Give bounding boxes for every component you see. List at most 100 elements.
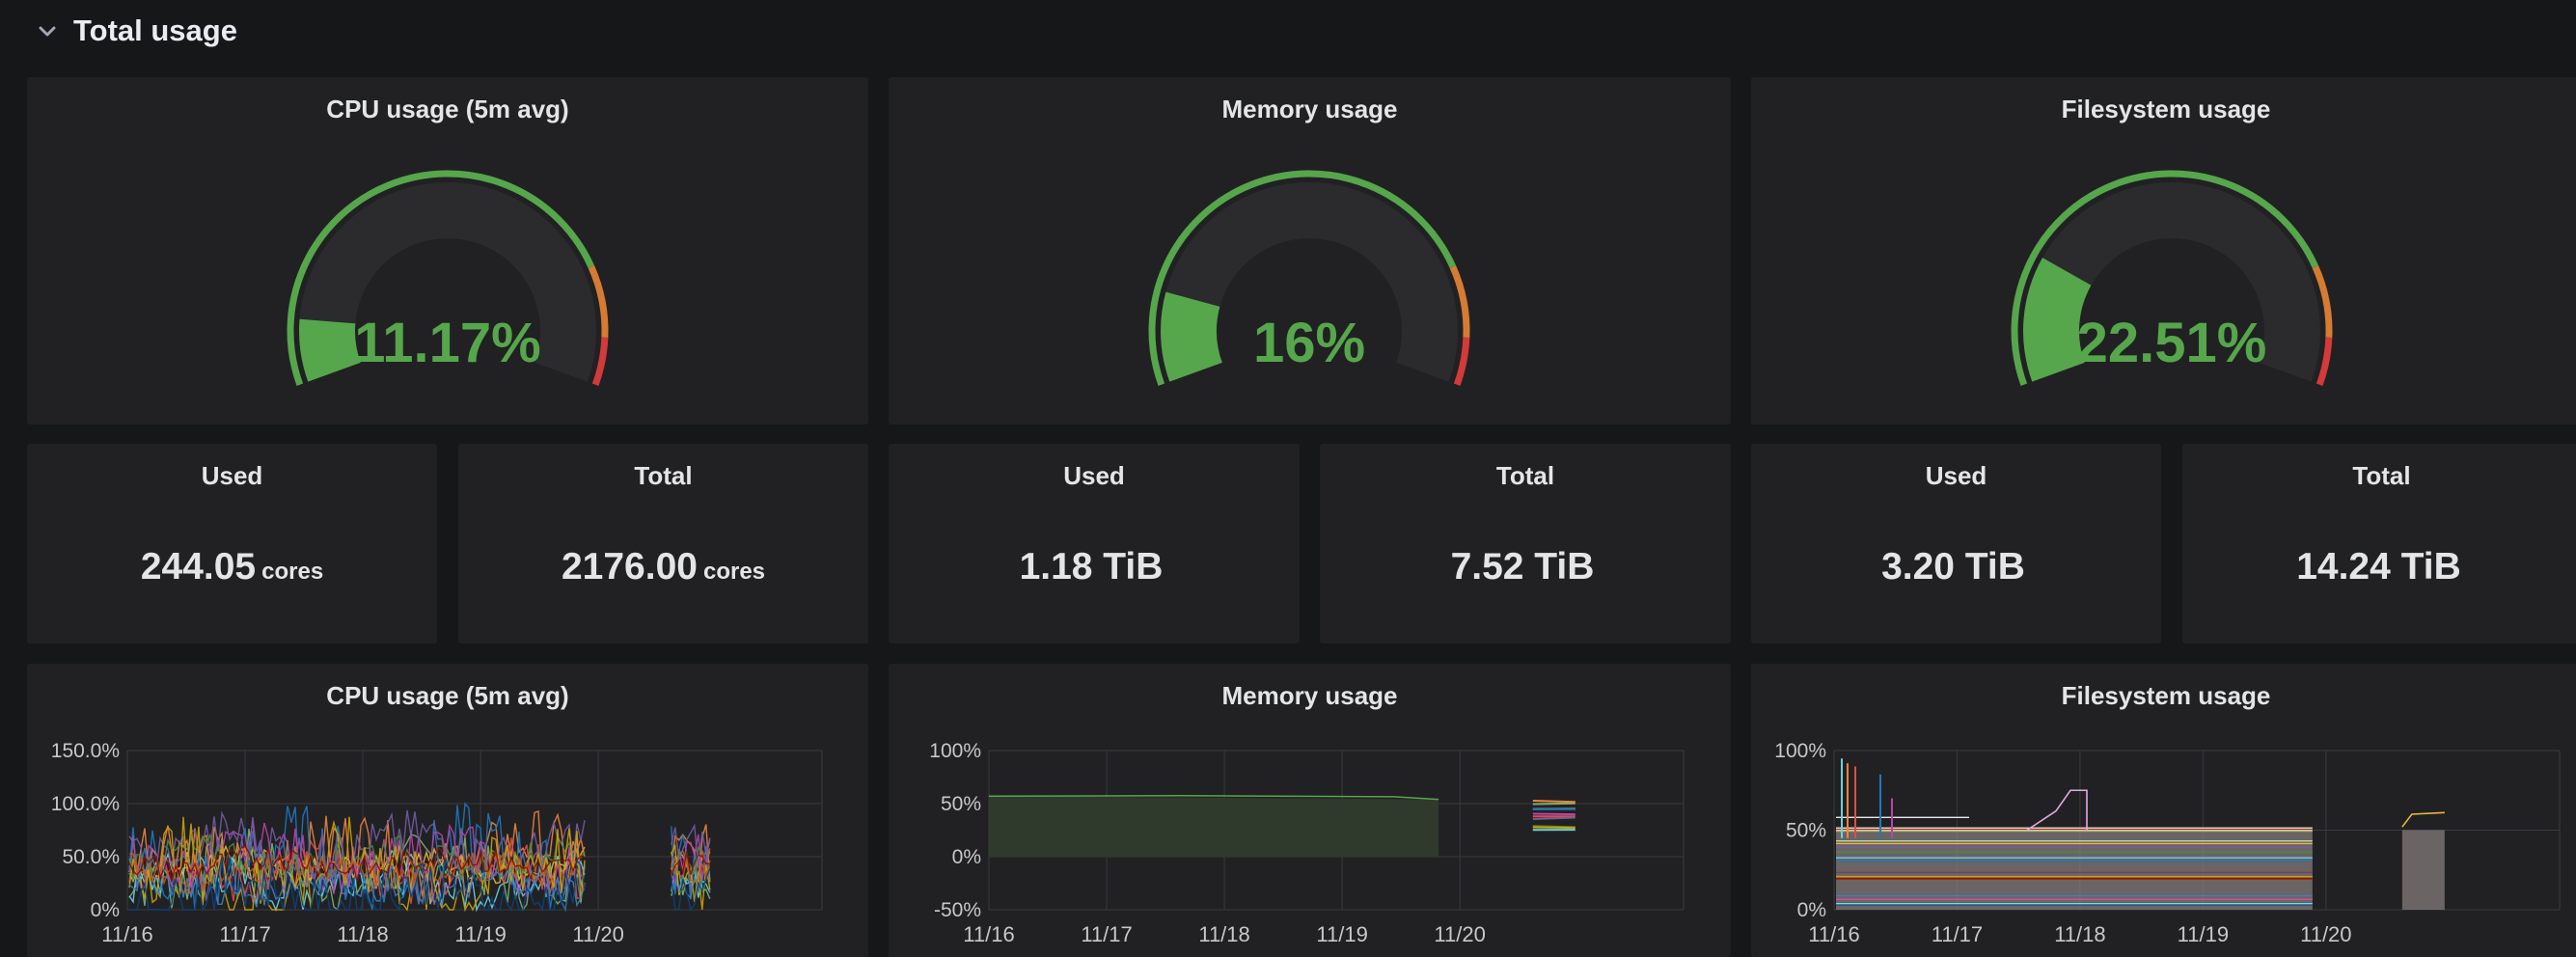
threshold-red-arc — [2316, 337, 2333, 386]
graph-cpu: 150.0% 100.0% 50.0% 0%11/16 11/17 11/18 11/19 1… — [51, 740, 823, 946]
stat-number: 2176.00 — [561, 546, 698, 588]
gauge-track — [2023, 181, 2320, 382]
threshold-red-arc — [1453, 337, 1470, 386]
stat-value: 3.20 TiB — [1751, 546, 2161, 588]
stat-value: 244.05 cores — [27, 546, 437, 588]
panel-title: Used — [1925, 461, 1987, 490]
graph-panel-cpu[interactable]: CPU usage (5m avg) 150.0% 100.0% 50.0% 0% 11… — [27, 664, 868, 957]
series-line — [129, 857, 586, 913]
gauge-panel-filesystem[interactable]: Filesystem usage 22.51% — [1751, 77, 2576, 424]
stat-unit: cores — [261, 559, 324, 585]
gauge-cpu: 11.17% — [287, 170, 609, 386]
y-tick-label: 50% — [941, 793, 981, 815]
x-tick-label: 11/18 — [2054, 922, 2105, 946]
x-tick-label: 11/16 — [101, 922, 152, 946]
stat-panel-memory-total[interactable]: Total 7.52 TiB — [1320, 444, 1731, 643]
x-tick-label: 11/17 — [1932, 922, 1983, 946]
stat-number: 14.24 TiB — [2296, 546, 2461, 588]
series-area — [1836, 827, 2313, 910]
stat-panel-filesystem-used[interactable]: Used 3.20 TiB — [1751, 444, 2161, 643]
y-tick-label: 0% — [1797, 899, 1826, 921]
series-line — [128, 861, 586, 908]
gauge-value-text: 22.51% — [2077, 312, 2267, 374]
x-tick-label: 11/18 — [337, 922, 388, 946]
threshold-orange-arc — [2312, 265, 2333, 338]
series-line — [671, 867, 711, 912]
y-tick-label: -50% — [934, 899, 981, 921]
y-tick-label: 0% — [91, 899, 120, 921]
stat-panel-memory-used[interactable]: Used 1.18 TiB — [889, 444, 1300, 643]
gauge-value-text: 16% — [1253, 312, 1365, 374]
panel-title: Memory usage — [1221, 95, 1398, 123]
stat-panel-cpu-total[interactable]: Total 2176.00 cores — [458, 444, 868, 643]
x-tick-label: 11/17 — [219, 922, 270, 946]
threshold-green-arc — [287, 170, 595, 386]
gauge-panel-memory[interactable]: Memory usage 16% — [889, 77, 1731, 424]
panel-title: CPU usage (5m avg) — [326, 681, 569, 710]
gauge-value-arc — [1161, 291, 1222, 382]
chevron-down-icon[interactable] — [37, 20, 58, 41]
x-tick-label: 11/19 — [454, 922, 506, 946]
panel-title: Total — [634, 461, 693, 490]
stat-panel-cpu-used[interactable]: Used 244.05 cores — [27, 444, 437, 643]
series-line — [671, 845, 711, 877]
series-area — [989, 796, 1439, 857]
row-header[interactable]: Total usage — [37, 8, 237, 54]
gauge-track — [298, 181, 596, 382]
y-tick-label: 150.0% — [51, 740, 120, 762]
gauge-panel-cpu[interactable]: CPU usage (5m avg) 11.17% — [27, 77, 868, 424]
panel-title: CPU usage (5m avg) — [326, 95, 569, 123]
panel-title: Memory usage — [1221, 681, 1398, 710]
gauge-filesystem: 22.51% — [2011, 170, 2333, 386]
panel-title: Used — [1063, 461, 1125, 490]
x-tick-label: 11/20 — [572, 922, 623, 946]
stat-number: 244.05 — [140, 546, 257, 588]
threshold-orange-arc — [588, 265, 609, 338]
graph-panel-memory[interactable]: Memory usage 100% 50% 0% -50% 11/16 11/17 11/1… — [889, 664, 1731, 957]
stat-unit: cores — [702, 559, 766, 585]
series-line — [1532, 800, 1576, 804]
panel-title: Total — [2352, 461, 2411, 490]
series-line — [128, 810, 586, 903]
threshold-green-arc — [2011, 170, 2319, 386]
stat-value: 7.52 TiB — [1320, 546, 1731, 588]
x-tick-label: 11/19 — [2178, 922, 2229, 946]
gauge-value-text: 11.17% — [354, 312, 541, 374]
x-tick-label: 11/20 — [1434, 922, 1485, 946]
y-tick-label: 50% — [1786, 820, 1826, 842]
y-tick-label: 100% — [1774, 740, 1826, 762]
series-line — [128, 833, 586, 882]
threshold-green-arc — [1148, 170, 1457, 386]
stat-number: 7.52 TiB — [1450, 546, 1595, 588]
stat-value: 1.18 TiB — [889, 546, 1300, 588]
stat-number: 3.20 TiB — [1881, 546, 2025, 588]
y-tick-label: 50.0% — [62, 846, 120, 868]
threshold-orange-arc — [1449, 265, 1470, 338]
stat-number: 1.18 TiB — [1019, 546, 1164, 588]
series-line — [671, 843, 711, 911]
panel-title: Filesystem usage — [2061, 681, 2271, 710]
gauge-value-arc — [2023, 258, 2092, 382]
x-tick-label: 11/18 — [1198, 922, 1249, 946]
panel-title: Used — [201, 461, 263, 490]
gauge-track — [1161, 181, 1458, 382]
series-line — [1532, 826, 1576, 830]
series-line — [1532, 816, 1576, 820]
threshold-red-arc — [591, 337, 609, 386]
stat-value: 14.24 TiB — [2182, 546, 2576, 588]
y-tick-label: 100.0% — [51, 793, 120, 815]
gauge-value-arc — [299, 318, 361, 382]
graph-panel-filesystem[interactable]: Filesystem usage 100% 50% 0% 11/16 11/17 11/1… — [1751, 664, 2576, 957]
panel-title: Filesystem usage — [2061, 95, 2271, 123]
x-tick-label: 11/17 — [1081, 922, 1132, 946]
panel-title: Total — [1495, 461, 1555, 490]
series-line — [1532, 802, 1576, 806]
graph-filesystem: 100% 50% 0%11/16 11/17 11/18 11/19 11/20 — [1774, 740, 2561, 946]
y-tick-label: 0% — [952, 846, 981, 868]
stat-value: 2176.00 cores — [458, 546, 868, 588]
stat-panel-filesystem-total[interactable]: Total 14.24 TiB — [2182, 444, 2576, 643]
x-tick-label: 11/16 — [1808, 922, 1859, 946]
series-line — [671, 851, 710, 876]
series-line — [1532, 812, 1576, 816]
x-tick-label: 11/16 — [963, 922, 1014, 946]
